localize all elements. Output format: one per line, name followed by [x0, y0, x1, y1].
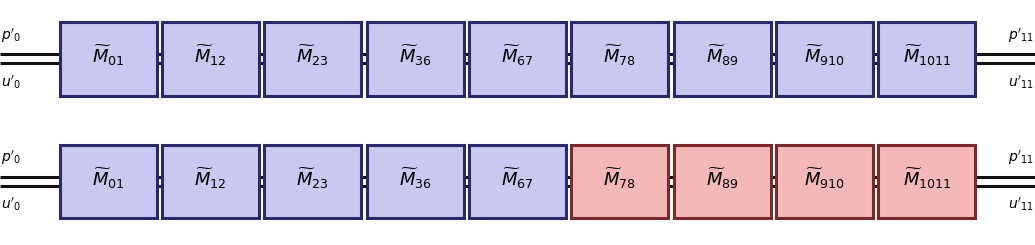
Text: $\widetilde{M}_{01}$: $\widetilde{M}_{01}$ [92, 167, 124, 191]
Text: $\widetilde{M}_{1011}$: $\widetilde{M}_{1011}$ [903, 44, 951, 68]
FancyBboxPatch shape [366, 145, 464, 218]
FancyBboxPatch shape [161, 145, 259, 218]
FancyBboxPatch shape [776, 22, 874, 96]
FancyBboxPatch shape [469, 145, 566, 218]
Text: $\widetilde{M}_{36}$: $\widetilde{M}_{36}$ [398, 44, 432, 68]
Text: $\widetilde{M}_{36}$: $\widetilde{M}_{36}$ [398, 167, 432, 191]
Text: $\widetilde{M}_{89}$: $\widetilde{M}_{89}$ [706, 44, 739, 68]
FancyBboxPatch shape [366, 22, 464, 96]
Text: $\widetilde{M}_{78}$: $\widetilde{M}_{78}$ [603, 44, 637, 68]
Text: $\widetilde{M}_{910}$: $\widetilde{M}_{910}$ [804, 167, 845, 191]
Text: $p'_0$: $p'_0$ [1, 149, 22, 167]
FancyBboxPatch shape [264, 145, 361, 218]
Text: $\widetilde{M}_{23}$: $\widetilde{M}_{23}$ [296, 44, 329, 68]
Text: $\widetilde{M}_{67}$: $\widetilde{M}_{67}$ [501, 44, 534, 68]
FancyBboxPatch shape [60, 145, 156, 218]
Text: $u'_{11}$: $u'_{11}$ [1008, 196, 1034, 213]
Text: $u'_{11}$: $u'_{11}$ [1008, 73, 1034, 91]
Text: $\widetilde{M}_{67}$: $\widetilde{M}_{67}$ [501, 167, 534, 191]
Text: $p'_{11}$: $p'_{11}$ [1008, 149, 1034, 167]
Text: $\widetilde{M}_{01}$: $\widetilde{M}_{01}$ [92, 44, 124, 68]
Text: $\widetilde{M}_{12}$: $\widetilde{M}_{12}$ [195, 167, 227, 191]
Text: $p'_{11}$: $p'_{11}$ [1008, 26, 1034, 45]
Text: $\widetilde{M}_{89}$: $\widetilde{M}_{89}$ [706, 167, 739, 191]
FancyBboxPatch shape [571, 145, 669, 218]
FancyBboxPatch shape [264, 22, 361, 96]
FancyBboxPatch shape [161, 22, 259, 96]
FancyBboxPatch shape [469, 22, 566, 96]
Text: $u'_0$: $u'_0$ [1, 196, 21, 213]
FancyBboxPatch shape [879, 22, 975, 96]
FancyBboxPatch shape [571, 22, 669, 96]
FancyBboxPatch shape [776, 145, 874, 218]
FancyBboxPatch shape [879, 145, 975, 218]
Text: $\widetilde{M}_{12}$: $\widetilde{M}_{12}$ [195, 44, 227, 68]
FancyBboxPatch shape [674, 22, 771, 96]
Text: $p'_0$: $p'_0$ [1, 26, 22, 45]
FancyBboxPatch shape [674, 145, 771, 218]
Text: $\widetilde{M}_{23}$: $\widetilde{M}_{23}$ [296, 167, 329, 191]
Text: $u'_0$: $u'_0$ [1, 73, 21, 91]
Text: $\widetilde{M}_{1011}$: $\widetilde{M}_{1011}$ [903, 167, 951, 191]
Text: $\widetilde{M}_{910}$: $\widetilde{M}_{910}$ [804, 44, 845, 68]
Text: $\widetilde{M}_{78}$: $\widetilde{M}_{78}$ [603, 167, 637, 191]
FancyBboxPatch shape [60, 22, 156, 96]
